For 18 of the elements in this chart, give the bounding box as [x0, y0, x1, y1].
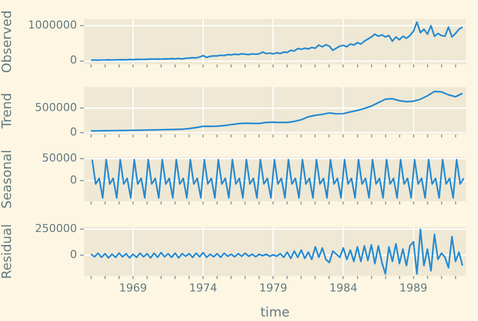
- y-tick-label: 0: [70, 54, 77, 67]
- y-tick-label: 0: [70, 125, 77, 138]
- y-axis-title: Trend: [0, 92, 16, 130]
- y-tick-label: 500000: [35, 100, 77, 114]
- y-tick-label: 0: [70, 173, 77, 186]
- x-tick-label: 1979: [259, 281, 288, 294]
- y-tick-label: 0: [70, 248, 77, 262]
- y-axis-title: Observed: [0, 10, 16, 73]
- x-axis-title: time: [260, 306, 290, 321]
- y-tick-label: 50000: [42, 152, 77, 165]
- x-tick-label: 1984: [329, 281, 358, 294]
- x-tick-label: 1989: [399, 281, 428, 294]
- y-tick-label: 250000: [35, 222, 77, 236]
- y-axis-title: Seasonal: [0, 150, 16, 209]
- x-tick-label: 1969: [119, 281, 148, 294]
- y-tick-label: 1000000: [28, 18, 77, 32]
- x-tick-label: 1974: [189, 281, 218, 294]
- y-axis-title: Residual: [0, 224, 16, 279]
